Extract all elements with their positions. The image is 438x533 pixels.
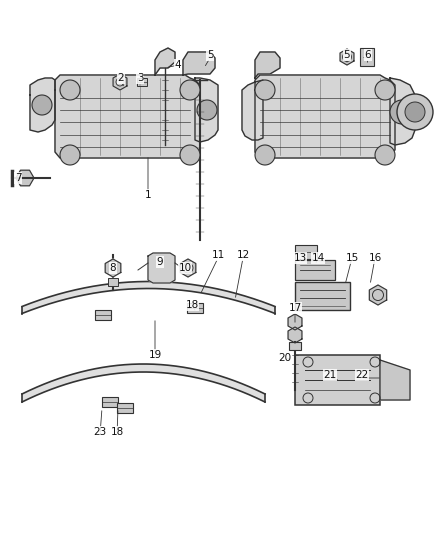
Polygon shape [155,48,175,75]
Polygon shape [369,285,387,305]
Polygon shape [16,170,34,186]
Text: 18: 18 [110,427,124,437]
Circle shape [180,145,200,165]
Circle shape [60,80,80,100]
Bar [108,278,118,286]
Bar [289,342,301,350]
Bar [295,245,317,259]
Text: 8: 8 [110,263,117,273]
Bar [117,403,133,413]
Text: 19: 19 [148,350,162,360]
Bar [102,397,118,407]
Polygon shape [180,259,196,277]
Polygon shape [288,314,302,330]
Text: 5: 5 [207,50,213,60]
Text: 13: 13 [293,253,307,263]
Polygon shape [380,360,410,400]
Circle shape [197,100,217,120]
Text: 11: 11 [212,250,225,260]
Polygon shape [30,78,55,132]
Text: 9: 9 [157,257,163,267]
Polygon shape [148,253,175,283]
Text: 20: 20 [279,353,292,363]
Circle shape [390,100,414,124]
Bar [95,310,111,320]
Polygon shape [183,52,215,75]
Polygon shape [255,75,395,158]
Text: 3: 3 [137,73,143,83]
Text: 7: 7 [15,173,21,183]
Polygon shape [255,52,280,78]
Text: 18: 18 [185,300,198,310]
Text: 5: 5 [344,50,350,60]
Bar [187,303,203,313]
Polygon shape [22,281,275,313]
Bar [295,282,350,310]
Circle shape [255,145,275,165]
Text: 10: 10 [178,263,191,273]
Circle shape [397,94,433,130]
Bar [295,260,335,280]
Text: 22: 22 [355,370,369,380]
Polygon shape [22,364,265,402]
Circle shape [405,102,425,122]
Polygon shape [390,78,415,145]
Text: 6: 6 [365,50,371,60]
Text: 15: 15 [346,253,359,263]
Polygon shape [242,80,263,140]
Bar [137,78,147,86]
Circle shape [60,145,80,165]
Circle shape [32,95,52,115]
Text: 16: 16 [368,253,381,263]
Bar [295,355,380,405]
Text: 14: 14 [311,253,325,263]
Text: 4: 4 [175,60,181,70]
Text: 1: 1 [145,190,151,200]
Circle shape [375,80,395,100]
Circle shape [255,80,275,100]
Text: 12: 12 [237,250,250,260]
Polygon shape [105,259,121,277]
Polygon shape [340,49,354,65]
Bar [360,48,374,66]
Polygon shape [55,75,200,158]
Polygon shape [113,74,127,90]
Polygon shape [195,78,218,142]
Circle shape [180,80,200,100]
Polygon shape [288,327,302,343]
Circle shape [375,145,395,165]
Text: 21: 21 [323,370,337,380]
Text: 2: 2 [118,73,124,83]
Text: 23: 23 [93,427,106,437]
Text: 17: 17 [288,303,302,313]
